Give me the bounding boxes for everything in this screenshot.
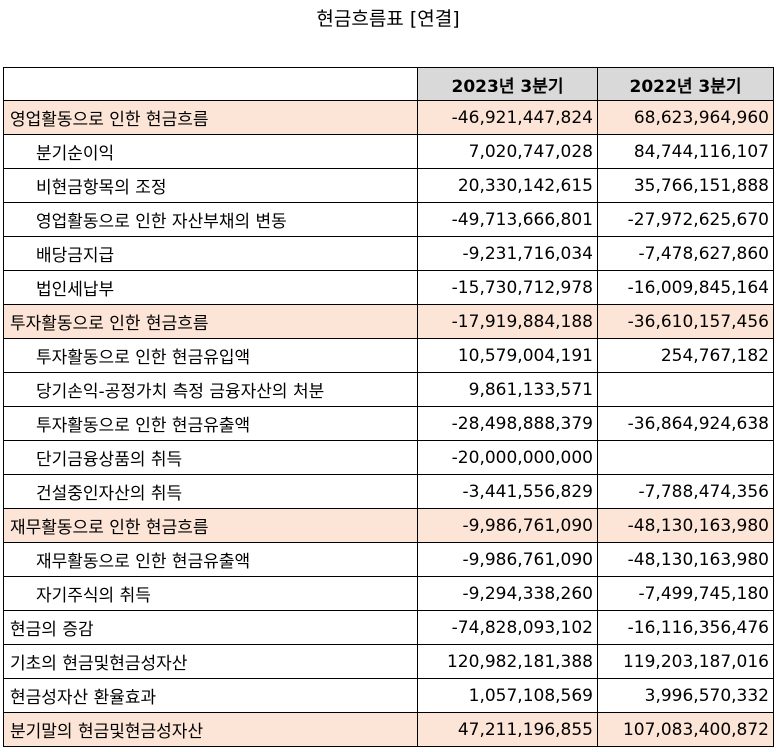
value-2022q3: -7,478,627,860	[597, 236, 774, 271]
table-row: 당기손익-공정가치 측정 금융자산의 처분 9,861,133,571	[3, 372, 774, 407]
row-label: 법인세납부	[3, 270, 418, 305]
value-2023q3: 20,330,142,615	[417, 168, 598, 203]
row-label: 투자활동으로 인한 현금유출액	[3, 406, 418, 441]
value-2023q3: -3,441,556,829	[417, 474, 598, 509]
table-row: 분기말의 현금및현금성자산 47,211,196,855 107,083,400,8…	[3, 712, 774, 747]
table-row: 영업활동으로 인한 현금흐름 -46,921,447,824 68,623,964,…	[3, 100, 774, 135]
value-2022q3: 35,766,151,888	[597, 168, 774, 203]
table-header-row: 2023년 3분기 2022년 3분기	[3, 67, 774, 101]
table-row: 건설중인자산의 취득 -3,441,556,829 -7,788,474,356	[3, 474, 774, 509]
value-2022q3: -36,864,924,638	[597, 406, 774, 441]
table-row: 현금의 증감 -74,828,093,102 -16,116,356,476	[3, 610, 774, 645]
row-label: 투자활동으로 인한 현금유입액	[3, 338, 418, 373]
table-row: 영업활동으로 인한 자산부채의 변동 -49,713,666,801 -27,972…	[3, 202, 774, 237]
value-2023q3: -49,713,666,801	[417, 202, 598, 237]
value-2022q3: -16,116,356,476	[597, 610, 774, 645]
row-label: 건설중인자산의 취득	[3, 474, 418, 509]
value-2022q3: -36,610,157,456	[597, 304, 774, 339]
cash-flow-table: 2023년 3분기 2022년 3분기 영업활동으로 인한 현금흐름 -46,92…	[3, 67, 774, 747]
value-2022q3: 84,744,116,107	[597, 134, 774, 169]
table-row: 배당금지급 -9,231,716,034 -7,478,627,860	[3, 236, 774, 271]
table-row: 투자활동으로 인한 현금유입액 10,579,004,191 254,767,182	[3, 338, 774, 373]
column-header-2022q3: 2022년 3분기	[597, 67, 774, 101]
value-2022q3: 107,083,400,872	[597, 712, 774, 747]
table-row: 투자활동으로 인한 현금흐름 -17,919,884,188 -36,610,157…	[3, 304, 774, 339]
row-label: 기초의 현금및현금성자산	[3, 644, 418, 679]
row-label: 단기금융상품의 취득	[3, 440, 418, 475]
value-2023q3: -46,921,447,824	[417, 100, 598, 135]
value-2022q3: 254,767,182	[597, 338, 774, 373]
table-row: 자기주식의 취득 -9,294,338,260 -7,499,745,180	[3, 576, 774, 611]
table-row: 분기순이익 7,020,747,028 84,744,116,107	[3, 134, 774, 169]
value-2022q3: 3,996,570,332	[597, 678, 774, 713]
value-2022q3: 68,623,964,960	[597, 100, 774, 135]
value-2022q3	[597, 440, 774, 475]
table-row: 기초의 현금및현금성자산 120,982,181,388 119,203,187,0…	[3, 644, 774, 679]
row-label: 비현금항목의 조정	[3, 168, 418, 203]
table-row: 법인세납부 -15,730,712,978 -16,009,845,164	[3, 270, 774, 305]
value-2023q3: -9,986,761,090	[417, 542, 598, 577]
value-2023q3: -9,231,716,034	[417, 236, 598, 271]
table-row: 현금성자산 환율효과 1,057,108,569 3,996,570,332	[3, 678, 774, 713]
row-label: 재무활동으로 인한 현금흐름	[3, 508, 418, 543]
value-2023q3: -20,000,000,000	[417, 440, 598, 475]
value-2023q3: -9,986,761,090	[417, 508, 598, 543]
value-2023q3: -74,828,093,102	[417, 610, 598, 645]
row-label: 투자활동으로 인한 현금흐름	[3, 304, 418, 339]
table-row: 투자활동으로 인한 현금유출액 -28,498,888,379 -36,864,92…	[3, 406, 774, 441]
value-2023q3: -28,498,888,379	[417, 406, 598, 441]
value-2022q3: -48,130,163,980	[597, 508, 774, 543]
value-2022q3: -27,972,625,670	[597, 202, 774, 237]
row-label: 배당금지급	[3, 236, 418, 271]
value-2023q3: 120,982,181,388	[417, 644, 598, 679]
value-2023q3: 1,057,108,569	[417, 678, 598, 713]
value-2023q3: 9,861,133,571	[417, 372, 598, 407]
row-label: 재무활동으로 인한 현금유출액	[3, 542, 418, 577]
table-row: 단기금융상품의 취득 -20,000,000,000	[3, 440, 774, 475]
value-2022q3: 119,203,187,016	[597, 644, 774, 679]
row-label: 자기주식의 취득	[3, 576, 418, 611]
table-row: 비현금항목의 조정 20,330,142,615 35,766,151,888	[3, 168, 774, 203]
value-2023q3: -17,919,884,188	[417, 304, 598, 339]
value-2023q3: 10,579,004,191	[417, 338, 598, 373]
row-label: 영업활동으로 인한 현금흐름	[3, 100, 418, 135]
value-2022q3	[597, 372, 774, 407]
table-row: 재무활동으로 인한 현금유출액 -9,986,761,090 -48,130,163…	[3, 542, 774, 577]
value-2023q3: -15,730,712,978	[417, 270, 598, 305]
value-2023q3: 47,211,196,855	[417, 712, 598, 747]
row-label: 영업활동으로 인한 자산부채의 변동	[3, 202, 418, 237]
row-label: 당기손익-공정가치 측정 금융자산의 처분	[3, 372, 418, 407]
value-2023q3: 7,020,747,028	[417, 134, 598, 169]
value-2022q3: -48,130,163,980	[597, 542, 774, 577]
header-blank-cell	[3, 67, 418, 101]
row-label: 현금의 증감	[3, 610, 418, 645]
value-2022q3: -7,788,474,356	[597, 474, 774, 509]
page-title: 현금흐름표 [연결]	[316, 8, 460, 30]
column-header-2023q3: 2023년 3분기	[417, 67, 598, 101]
row-label: 분기말의 현금및현금성자산	[3, 712, 418, 747]
value-2022q3: -16,009,845,164	[597, 270, 774, 305]
row-label: 현금성자산 환율효과	[3, 678, 418, 713]
value-2023q3: -9,294,338,260	[417, 576, 598, 611]
value-2022q3: -7,499,745,180	[597, 576, 774, 611]
table-row: 재무활동으로 인한 현금흐름 -9,986,761,090 -48,130,163,…	[3, 508, 774, 543]
row-label: 분기순이익	[3, 134, 418, 169]
table-body: 영업활동으로 인한 현금흐름 -46,921,447,824 68,623,964,…	[3, 100, 774, 747]
